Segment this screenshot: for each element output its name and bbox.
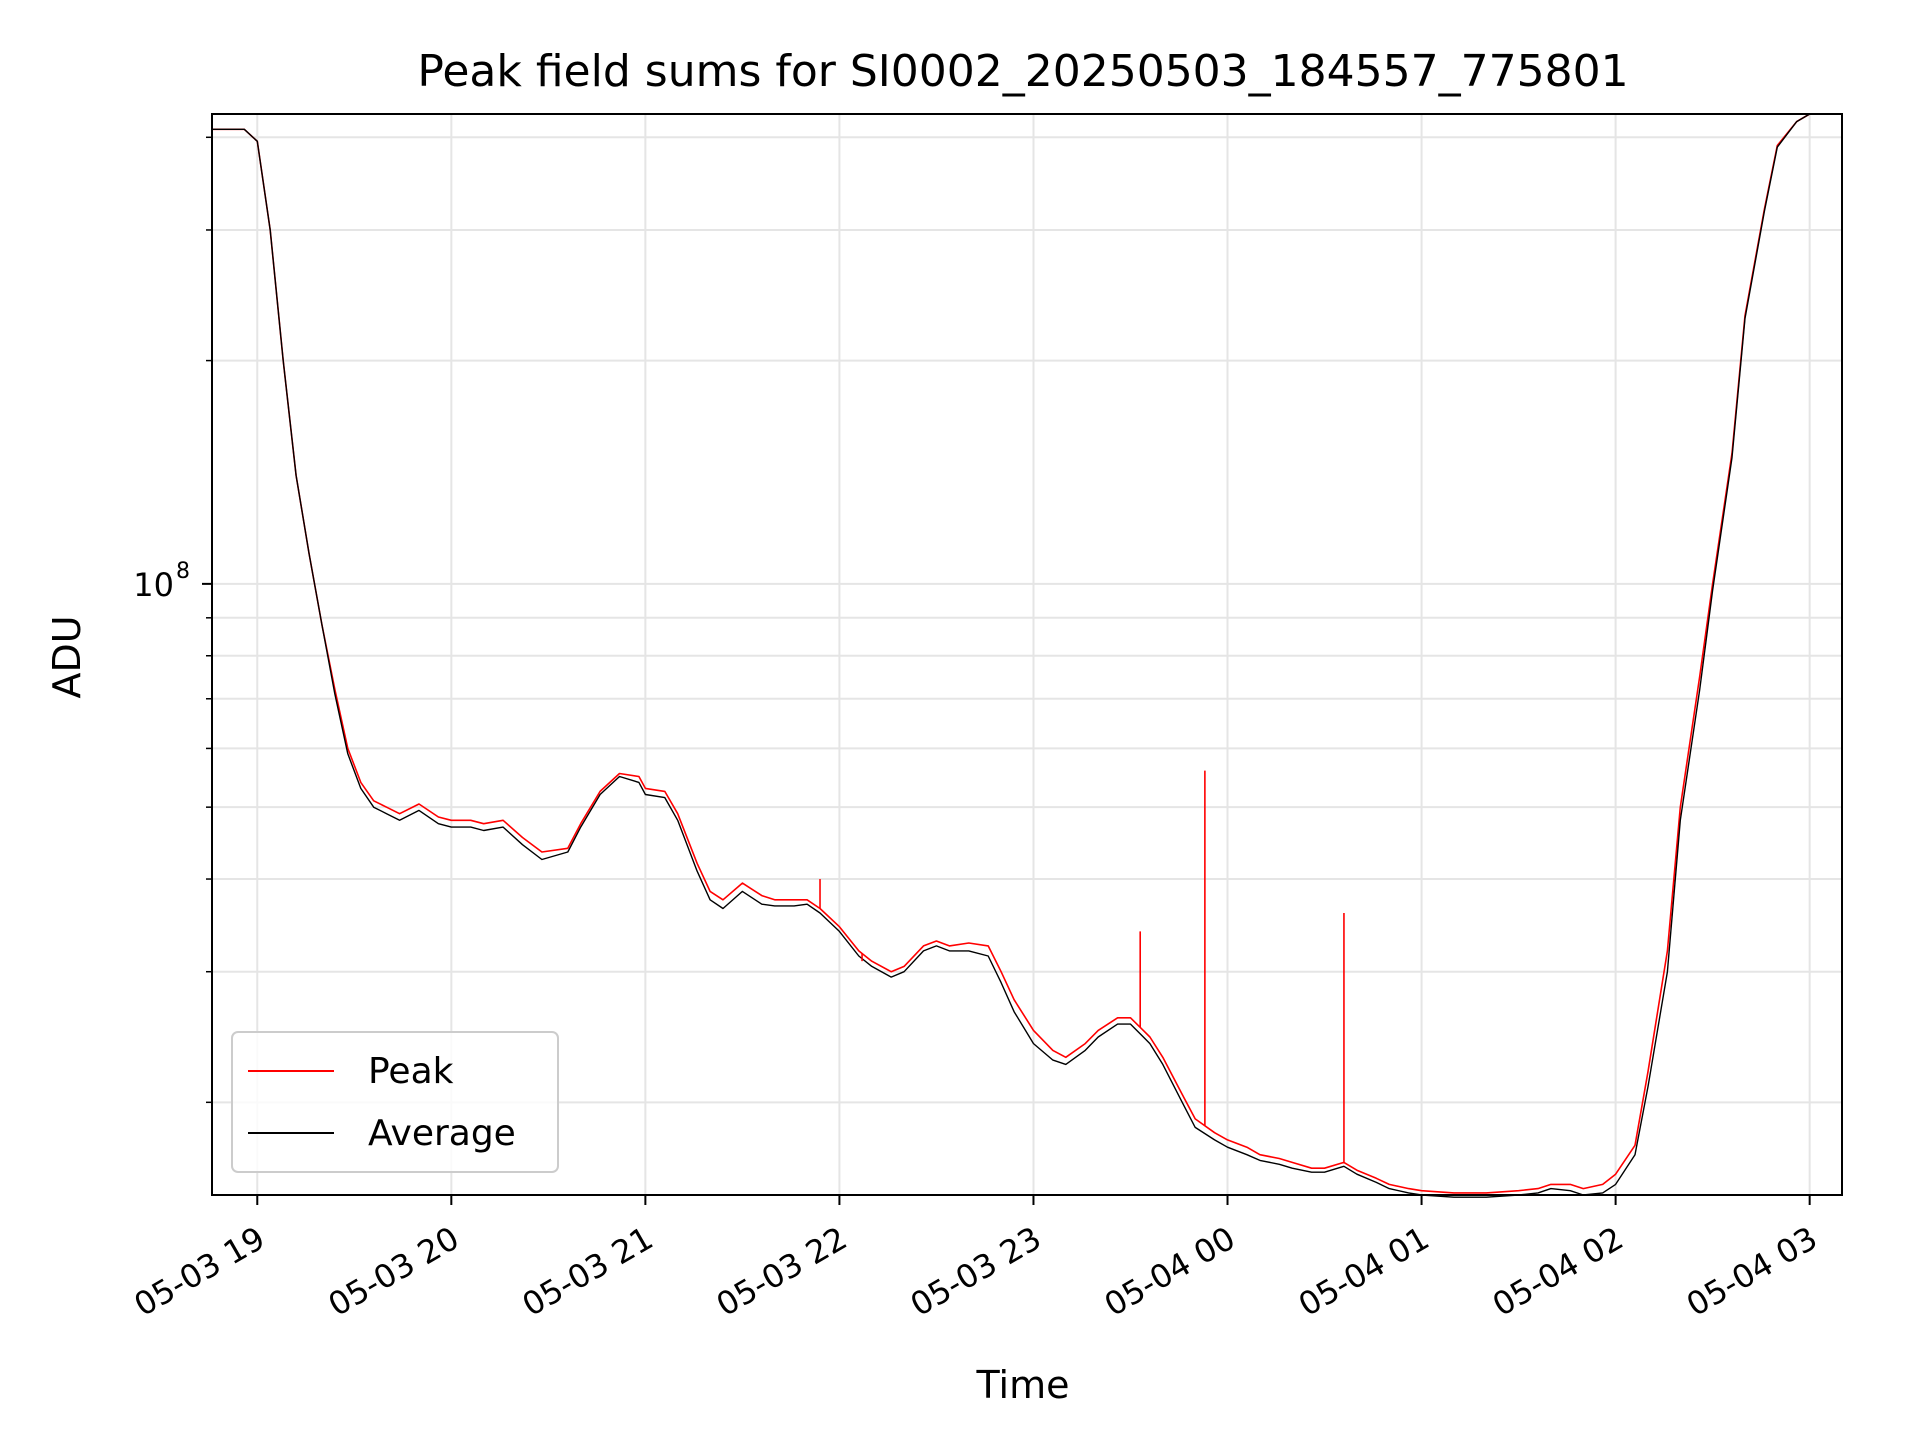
x-axis-label: Time (976, 1363, 1070, 1407)
legend-label-average: Average (368, 1113, 516, 1154)
legend: Peak Average (231, 1031, 559, 1173)
series-line-peak (212, 113, 1823, 1194)
legend-box (231, 1031, 559, 1173)
y-axis-label: ADU (45, 615, 89, 698)
y-tick-label-exponent: 8 (176, 559, 190, 584)
y-axis-ticks: 10 8 (133, 136, 212, 1104)
y-tick-label-base: 10 (133, 566, 174, 604)
legend-label-peak: Peak (368, 1051, 454, 1092)
series-line-average (212, 113, 1823, 1198)
plot-frame (211, 113, 1843, 1196)
series-layer (212, 113, 1823, 1198)
chart-title: Peak field sums for SI0002_20250503_1845… (417, 46, 1628, 97)
grid-lines (212, 114, 1842, 1195)
